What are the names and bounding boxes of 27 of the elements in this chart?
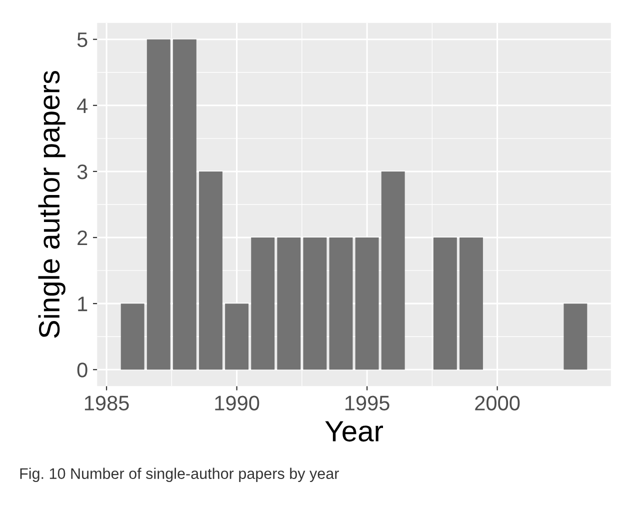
x-tick-label: 1990 <box>215 396 260 410</box>
bar <box>199 171 222 370</box>
bar <box>172 39 196 370</box>
bar <box>251 238 275 370</box>
x-tick-label: 1985 <box>84 396 129 410</box>
bar <box>225 304 249 370</box>
x-tick-label: 2000 <box>475 396 520 410</box>
y-tick-label: 3 <box>77 164 88 180</box>
bar <box>146 39 170 370</box>
y-tick-label: 4 <box>77 98 88 113</box>
bar <box>355 238 379 370</box>
y-tick-label: 0 <box>77 362 88 378</box>
y-tick-label: 2 <box>78 230 88 246</box>
caption: Fig. 10 Number of single-author papers by year <box>20 468 339 482</box>
y-tick-label: 5 <box>77 32 88 48</box>
bar <box>303 238 327 370</box>
bar <box>433 238 457 370</box>
y-axis-title: Single author papers <box>38 70 66 338</box>
bar <box>460 238 483 370</box>
bar <box>329 238 353 370</box>
bar <box>564 304 588 370</box>
bar <box>381 171 405 370</box>
bar <box>277 238 301 370</box>
x-tick-label: 1995 <box>345 396 390 410</box>
y-tick-label: 1 <box>78 296 88 312</box>
bar <box>120 304 144 370</box>
x-axis-title: Year <box>325 421 384 442</box>
